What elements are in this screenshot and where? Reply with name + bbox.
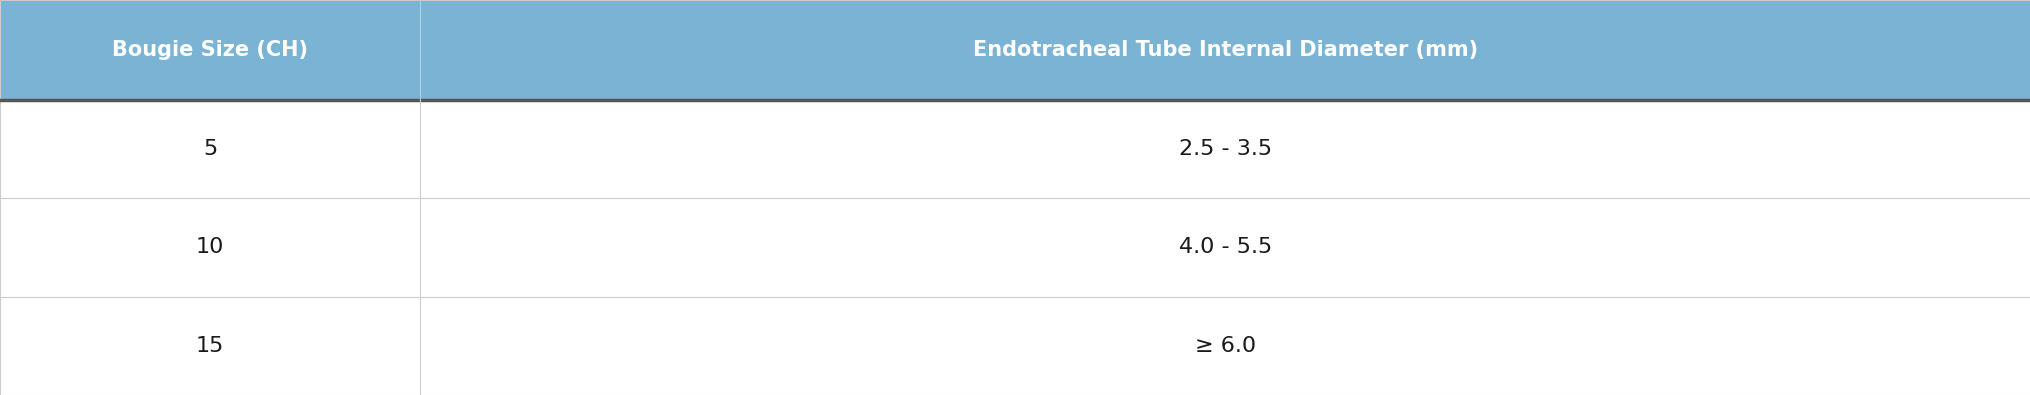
Bar	[0, 0, 2030, 100]
Text: 15: 15	[197, 336, 223, 356]
Text: 10: 10	[197, 237, 223, 258]
Text: Bougie Size (CH): Bougie Size (CH)	[112, 40, 309, 60]
Bar	[0, 297, 2030, 395]
Text: ≥ 6.0: ≥ 6.0	[1194, 336, 1257, 356]
Bar	[0, 198, 2030, 297]
Text: 4.0 - 5.5: 4.0 - 5.5	[1179, 237, 1271, 258]
Text: 2.5 - 3.5: 2.5 - 3.5	[1179, 139, 1271, 159]
Text: Endotracheal Tube Internal Diameter (mm): Endotracheal Tube Internal Diameter (mm)	[972, 40, 1478, 60]
Text: 5: 5	[203, 139, 217, 159]
Bar	[0, 100, 2030, 198]
